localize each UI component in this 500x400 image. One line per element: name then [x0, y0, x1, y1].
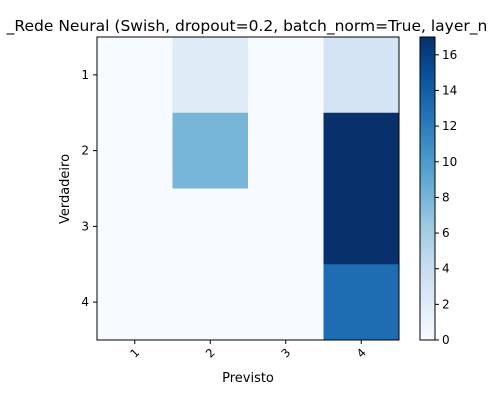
x-axis-ticks: 1 2 3 4: [127, 340, 369, 361]
heatmap-cell: [248, 112, 324, 189]
colorbar-tick-label: 16: [442, 48, 457, 62]
y-tick-label: 4: [81, 295, 89, 309]
heatmap-cell: [323, 112, 400, 189]
heatmap-cell: [323, 188, 400, 265]
heatmap-cell: [97, 264, 173, 341]
heatmap-cell: [248, 37, 324, 114]
x-axis-label: Previsto: [222, 371, 274, 386]
colorbar-tick-label: 2: [442, 297, 450, 311]
x-tick-label: 2: [203, 345, 218, 360]
heatmap-cells: [97, 37, 400, 341]
colorbar-tick-label: 8: [442, 190, 450, 204]
chart-title: _Rede Neural (Swish, dropout=0.2, batch_…: [6, 17, 488, 36]
colorbar-tick-label: 6: [442, 226, 450, 240]
heatmap-cell: [323, 37, 400, 114]
colorbar-tick-label: 12: [442, 119, 457, 133]
colorbar-tick-label: 0: [442, 333, 450, 347]
plot-frame: [96, 36, 400, 341]
heatmap-cell: [323, 264, 400, 341]
colorbar-tick-label: 14: [442, 83, 457, 97]
heatmap-cell: [172, 264, 249, 341]
heatmap-cell: [172, 37, 249, 114]
heatmap-cell: [97, 188, 173, 265]
y-tick-label: 1: [81, 68, 89, 82]
heatmap-cell: [248, 188, 324, 265]
y-tick-label: 3: [81, 219, 89, 233]
colorbar-ticks: 0 2 4 6 8 10 12 14 16: [435, 48, 457, 347]
heatmap-cell: [97, 112, 173, 189]
heatmap-cell: [172, 112, 249, 189]
colorbar-tick-label: 10: [442, 155, 457, 169]
heatmap-cell: [97, 37, 173, 114]
x-tick-label: 3: [278, 345, 293, 360]
heatmap-cell: [172, 188, 249, 265]
x-tick-label: 1: [127, 345, 142, 360]
heatmap-cell: [248, 264, 324, 341]
colorbar: [419, 36, 436, 341]
x-tick-label: 4: [354, 345, 369, 360]
y-tick-label: 2: [81, 144, 89, 158]
colorbar-tick-label: 4: [442, 262, 450, 276]
y-axis-label: Verdadeiro: [58, 154, 73, 224]
y-axis-ticks: 1 2 3 4: [81, 68, 97, 309]
